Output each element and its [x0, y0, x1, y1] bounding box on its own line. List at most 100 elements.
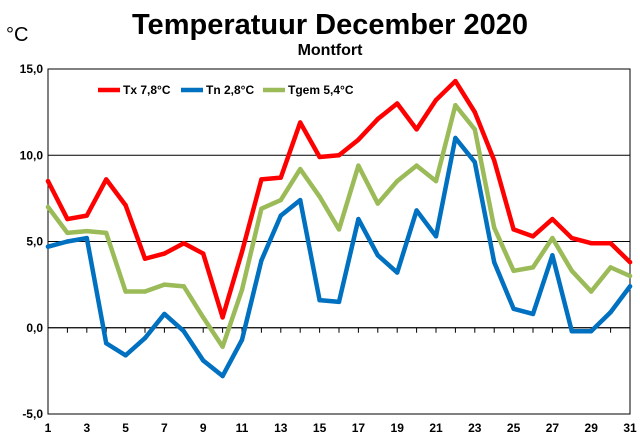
data-point [65, 239, 70, 244]
data-point [472, 109, 477, 115]
data-point [414, 127, 419, 132]
data-point [375, 253, 380, 258]
data-point [162, 282, 167, 287]
data-point [375, 201, 380, 206]
data-point [589, 241, 594, 246]
x-tick-label: 11 [236, 421, 249, 435]
data-point [336, 153, 342, 158]
data-point [627, 273, 633, 279]
data-point [511, 268, 516, 274]
series-lines [45, 78, 633, 379]
y-axis-unit: °C [6, 24, 28, 46]
data-point [356, 216, 361, 222]
data-point [608, 310, 613, 315]
data-point [472, 127, 477, 132]
data-point [317, 154, 322, 160]
series-line-1 [45, 135, 633, 379]
x-tick-label: 1 [45, 421, 52, 435]
data-point [336, 299, 342, 305]
data-point [239, 287, 245, 292]
data-point [395, 270, 400, 275]
x-tick-label: 25 [507, 421, 521, 435]
data-point [453, 78, 458, 84]
data-point [433, 97, 439, 103]
legend-label: Tn 2,8°C [206, 83, 254, 97]
x-tick-label: 19 [391, 421, 405, 435]
data-point [298, 197, 303, 203]
data-point [569, 329, 574, 334]
data-point [65, 230, 70, 236]
data-point [104, 341, 109, 346]
data-point [162, 251, 167, 256]
legend-label: Tgem 5,4°C [288, 83, 354, 97]
x-tick-label: 15 [313, 421, 327, 435]
data-point [550, 253, 555, 258]
data-point [278, 213, 283, 218]
data-point [492, 225, 497, 230]
data-point [492, 260, 497, 265]
data-point [45, 244, 51, 249]
data-point [259, 258, 264, 263]
data-point [395, 101, 400, 106]
data-point [181, 241, 186, 246]
data-point [239, 249, 245, 255]
y-tick-label: 10,0 [20, 148, 44, 162]
legend: Tx 7,8°C Tn 2,8°C Tgem 5,4°C [98, 83, 354, 97]
data-point [589, 329, 594, 334]
data-point [259, 177, 264, 182]
data-point [84, 228, 90, 234]
data-point [104, 177, 109, 182]
x-tick-label: 7 [161, 421, 168, 435]
data-point [414, 163, 419, 168]
legend-label: Tx 7,8°C [123, 83, 171, 97]
x-tick-label: 23 [468, 421, 482, 435]
data-point [453, 103, 458, 108]
y-tick-label: -5,0 [22, 407, 43, 421]
data-point [104, 230, 109, 236]
data-point [627, 284, 633, 289]
chart-title: Temperatuur December 2020 [132, 9, 528, 41]
data-point [201, 315, 206, 320]
data-point [84, 213, 90, 218]
data-point [201, 358, 206, 363]
data-point [123, 203, 128, 208]
data-point [550, 235, 555, 241]
data-point [298, 120, 303, 125]
data-point [45, 178, 51, 184]
data-point [84, 235, 90, 241]
data-point [239, 337, 245, 343]
data-point [375, 116, 380, 122]
data-point [433, 234, 439, 239]
x-tick-label: 9 [200, 421, 207, 435]
data-point [569, 268, 574, 274]
data-point [259, 206, 264, 211]
y-tick-label: 5,0 [26, 235, 43, 249]
data-point [123, 289, 128, 294]
data-point [278, 175, 283, 180]
y-tick-label: 15,0 [20, 62, 44, 76]
data-point [123, 353, 128, 358]
data-point [278, 197, 283, 203]
data-point [414, 208, 419, 213]
data-point [453, 135, 458, 141]
data-point [65, 216, 70, 222]
data-point [511, 227, 516, 232]
data-point [472, 159, 477, 165]
data-point [142, 256, 148, 261]
data-point [550, 216, 555, 222]
data-point [336, 227, 342, 232]
data-point [317, 297, 322, 303]
x-tick-label: 27 [546, 421, 560, 435]
x-tick-label: 3 [83, 421, 90, 435]
data-point [162, 311, 167, 317]
data-point [298, 166, 303, 172]
data-point [589, 289, 594, 294]
data-point [220, 315, 225, 320]
x-tick-label: 17 [352, 421, 366, 435]
x-tick-label: 29 [585, 421, 599, 435]
data-point [201, 251, 206, 256]
x-tick-label: 31 [623, 421, 637, 435]
data-point [220, 373, 225, 379]
data-point [181, 329, 186, 334]
